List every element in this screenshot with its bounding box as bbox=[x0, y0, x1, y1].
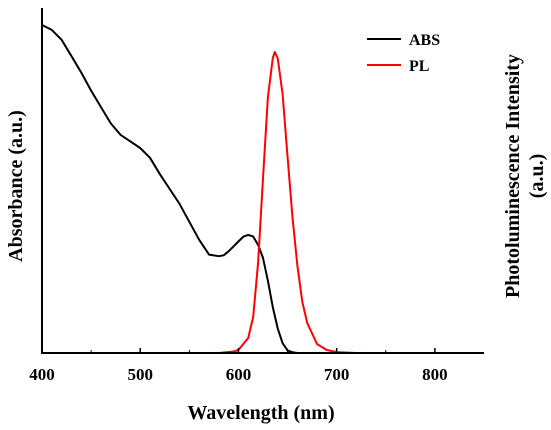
x-tick-label: 500 bbox=[127, 365, 153, 384]
x-tick-label: 700 bbox=[324, 365, 350, 384]
x-tick-label: 800 bbox=[422, 365, 448, 384]
legend-label-abs: ABS bbox=[409, 32, 440, 49]
y-axis-title-left: Absorbance (a.u.) bbox=[5, 110, 27, 262]
legend-label-pl: PL bbox=[409, 58, 429, 75]
legend: ABS PL bbox=[367, 32, 440, 75]
plot-area bbox=[41, 24, 484, 354]
y-axis-title-right-line2: (a.u.) bbox=[526, 154, 548, 198]
x-tick-label: 600 bbox=[226, 365, 252, 384]
y-axis-title-right-line1: Photoluminescence Intensity bbox=[502, 54, 524, 298]
x-axis-title: Wavelength (nm) bbox=[187, 402, 334, 424]
series-line-abs bbox=[41, 24, 484, 354]
axes: 400 500 600 700 800 bbox=[29, 8, 484, 384]
series-line-pl bbox=[42, 51, 484, 354]
x-tick-label: 400 bbox=[29, 365, 55, 384]
